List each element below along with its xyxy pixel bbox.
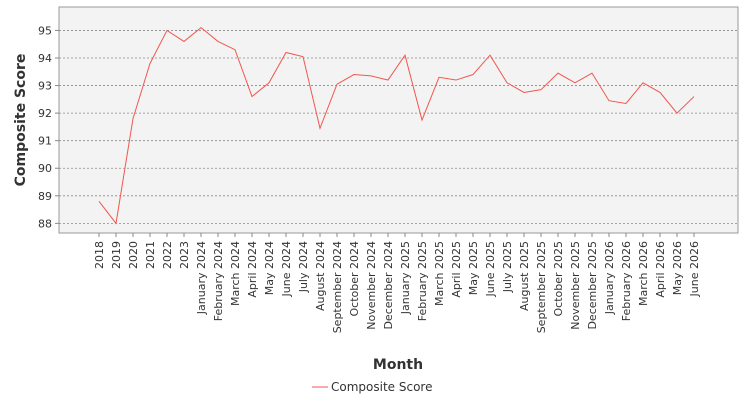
x-tick-label: May 2024 <box>263 241 276 295</box>
x-tick-label: 2020 <box>127 241 140 269</box>
y-tick-label: 90 <box>38 162 52 175</box>
y-tick-label: 94 <box>38 52 52 65</box>
x-tick-label: February 2024 <box>212 241 225 321</box>
x-tick-label: February 2026 <box>620 241 633 321</box>
x-tick-label: April 2026 <box>654 241 667 298</box>
x-tick-label: March 2025 <box>433 241 446 306</box>
x-tick-label: 2022 <box>161 241 174 269</box>
x-tick-label: 2023 <box>178 241 191 269</box>
x-tick-label: October 2024 <box>348 241 361 317</box>
x-tick-label: May 2026 <box>671 241 684 295</box>
x-axis-ticks: 2018 2019 2020 2021 2022 2023 January 2024 Febr… <box>93 233 701 333</box>
x-tick-label: December 2025 <box>586 241 599 330</box>
y-tick-label: 88 <box>38 217 52 230</box>
x-tick-label: February 2025 <box>416 241 429 321</box>
x-tick-label: May 2025 <box>467 241 480 295</box>
x-axis-title: Month <box>373 357 423 373</box>
x-tick-label: January 2026 <box>603 241 616 315</box>
x-tick-label: September 2024 <box>331 241 344 333</box>
x-tick-label: June 2026 <box>688 241 701 297</box>
x-tick-label: October 2025 <box>552 241 565 317</box>
y-tick-label: 93 <box>38 80 52 93</box>
x-tick-label: June 2024 <box>280 241 293 297</box>
y-tick-label: 92 <box>38 107 52 120</box>
x-tick-label: August 2025 <box>518 241 531 311</box>
x-tick-label: January 2024 <box>195 241 208 315</box>
x-tick-label: June 2025 <box>484 241 497 297</box>
y-tick-label: 89 <box>38 190 52 203</box>
grid-lines <box>59 30 738 224</box>
x-tick-label: September 2025 <box>535 241 548 333</box>
legend-label-composite-score: Composite Score <box>331 380 432 394</box>
x-tick-label: July 2025 <box>501 241 514 293</box>
x-tick-label: March 2026 <box>637 241 650 306</box>
x-tick-label: November 2025 <box>569 241 582 330</box>
x-tick-label: December 2024 <box>382 241 395 330</box>
x-tick-label: 2021 <box>144 241 157 269</box>
x-tick-label: August 2024 <box>314 241 327 311</box>
x-tick-label: 2019 <box>110 241 123 269</box>
x-tick-label: July 2024 <box>297 241 310 293</box>
y-tick-label: 91 <box>38 135 52 148</box>
plot-background <box>58 6 739 234</box>
x-tick-label: November 2024 <box>365 241 378 330</box>
y-axis-ticks: 88 89 90 91 92 93 94 95 <box>38 24 59 230</box>
legend: Composite Score <box>312 380 432 394</box>
x-tick-label: 2018 <box>93 241 106 269</box>
x-tick-label: January 2025 <box>399 241 412 315</box>
x-tick-label: April 2024 <box>246 241 259 298</box>
y-axis-title: Composite Score <box>13 54 29 187</box>
x-tick-label: March 2024 <box>229 241 242 306</box>
x-tick-label: April 2025 <box>450 241 463 298</box>
y-tick-label: 95 <box>38 24 52 37</box>
series-line-composite-score <box>98 27 695 225</box>
